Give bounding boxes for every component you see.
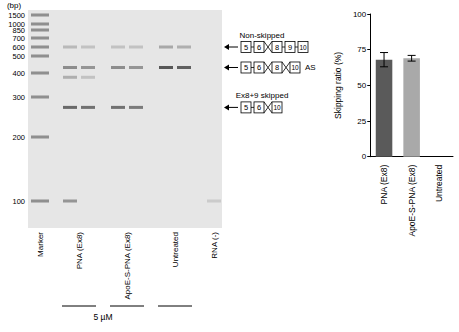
- svg-text:850: 850: [12, 26, 25, 35]
- svg-text:PNA (Ex8): PNA (Ex8): [379, 165, 389, 205]
- svg-text:6: 6: [257, 103, 261, 112]
- svg-text:(bp): (bp): [7, 1, 22, 10]
- svg-text:75: 75: [357, 45, 366, 54]
- svg-text:0: 0: [362, 152, 367, 161]
- svg-text:RNA (-): RNA (-): [210, 232, 219, 259]
- svg-text:1000: 1000: [8, 20, 25, 29]
- svg-text:Marker: Marker: [36, 232, 45, 257]
- svg-text:8: 8: [275, 63, 279, 72]
- svg-text:100: 100: [12, 197, 25, 206]
- svg-text:10: 10: [299, 44, 307, 51]
- svg-text:6: 6: [257, 43, 261, 52]
- svg-text:ApoE-S-PNA (Ex8): ApoE-S-PNA (Ex8): [407, 165, 417, 237]
- svg-text:ApoE-S-PNA (Ex8): ApoE-S-PNA (Ex8): [123, 232, 132, 300]
- svg-text:50: 50: [357, 81, 366, 90]
- svg-text:25: 25: [357, 117, 366, 126]
- svg-text:5: 5: [244, 63, 248, 72]
- svg-text:AS: AS: [305, 63, 316, 72]
- svg-text:700: 700: [12, 34, 25, 43]
- svg-text:Untreated: Untreated: [434, 164, 444, 202]
- svg-text:8: 8: [275, 43, 279, 52]
- svg-text:5 µM: 5 µM: [93, 312, 112, 322]
- svg-text:300: 300: [12, 93, 25, 102]
- svg-text:Non-skipped: Non-skipped: [240, 31, 285, 40]
- svg-text:PNA (Ex8): PNA (Ex8): [75, 232, 84, 270]
- svg-text:200: 200: [12, 133, 25, 142]
- svg-text:6: 6: [257, 63, 261, 72]
- svg-text:Untreated: Untreated: [171, 232, 180, 267]
- svg-text:Skipping ratio (%): Skipping ratio (%): [333, 52, 343, 119]
- svg-text:400: 400: [12, 69, 25, 78]
- svg-text:5: 5: [244, 43, 248, 52]
- svg-text:Ex8+9 skipped: Ex8+9 skipped: [236, 91, 289, 100]
- svg-text:10: 10: [273, 104, 281, 111]
- svg-text:600: 600: [12, 43, 25, 52]
- svg-text:1500: 1500: [8, 11, 25, 20]
- svg-text:500: 500: [12, 52, 25, 61]
- svg-text:9: 9: [288, 43, 292, 52]
- svg-text:10: 10: [291, 64, 299, 71]
- svg-text:100: 100: [353, 10, 367, 19]
- svg-text:5: 5: [244, 103, 248, 112]
